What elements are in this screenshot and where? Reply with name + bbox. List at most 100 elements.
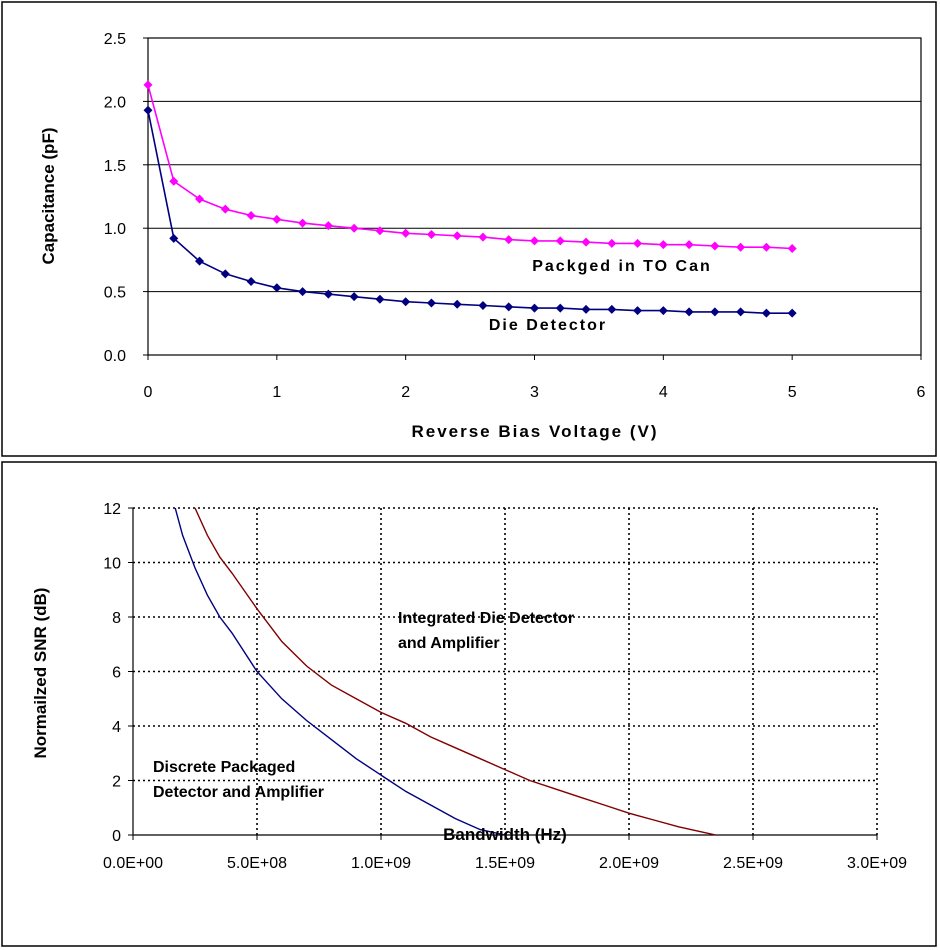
x-tick-label: 5: [788, 384, 797, 401]
data-point: [633, 306, 643, 316]
data-point: [195, 256, 205, 266]
y-tick-label: 1.0: [104, 221, 126, 238]
data-point: [426, 298, 436, 308]
x-tick-label: 6: [917, 384, 926, 401]
y-tick-label: 1.5: [104, 158, 126, 175]
tick-labels: 0 2 4 6 8 10 12 0.0E+00 5.0E+08 1.0E+09 1.5E+09 2.0…: [103, 501, 907, 872]
data-point: [710, 241, 720, 251]
y-tick-label: 4: [112, 719, 121, 736]
data-point: [220, 269, 230, 279]
data-point: [633, 238, 643, 248]
snr-chart: 0 2 4 6 8 10 12 0.0E+00 5.0E+08 1.0E+09 1.5E+09 2.0…: [1, 461, 937, 947]
data-point: [143, 80, 153, 90]
x-tick-label: 3.0E+09: [847, 855, 907, 872]
data-point: [426, 230, 436, 240]
data-point: [504, 235, 514, 245]
capacitance-chart: 0.0 0.5 1.0 1.5 2.0 2.5 0 1 2 3 4 5 6 Reverse Bias V…: [1, 1, 937, 457]
data-point: [246, 276, 256, 286]
data-point: [349, 292, 359, 302]
data-point: [401, 297, 411, 307]
x-tick-label: 5.0E+08: [227, 855, 287, 872]
y-tick-label: 0: [112, 828, 121, 845]
data-point: [143, 105, 153, 115]
data-point: [684, 307, 694, 317]
data-point: [401, 228, 411, 238]
data-point: [710, 307, 720, 317]
data-point: [736, 242, 746, 252]
data-point: [452, 231, 462, 241]
annotation-discrete-line1: Discrete Packaged: [153, 759, 295, 776]
data-point: [220, 204, 230, 214]
data-point: [581, 304, 591, 314]
snr-chart-panel: 0 2 4 6 8 10 12 0.0E+00 5.0E+08 1.0E+09 1.5E+09 2.0…: [0, 460, 940, 950]
data-point: [349, 223, 359, 233]
x-tick-label: 4: [659, 384, 668, 401]
data-point: [787, 243, 797, 253]
data-point: [530, 303, 539, 313]
x-tick-label: 1.0E+09: [351, 855, 411, 872]
data-point: [555, 236, 565, 246]
x-tick-label: 1.5E+09: [475, 855, 535, 872]
y-tick-label: 6: [112, 665, 121, 682]
y-axis-title: Capacitance (pF): [39, 128, 58, 265]
y-tick-label: 2: [112, 774, 121, 791]
data-point: [607, 238, 617, 248]
data-point: [298, 287, 308, 297]
data-point: [504, 302, 514, 312]
data-point: [761, 242, 771, 252]
data-point: [607, 304, 617, 314]
data-point: [272, 214, 282, 224]
data-point: [736, 307, 746, 317]
data-point: [478, 301, 488, 311]
series-label-die: Die Detector: [489, 317, 607, 334]
data-point: [478, 232, 488, 242]
data-point: [658, 240, 668, 250]
data-point: [684, 240, 694, 250]
y-tick-label: 8: [112, 610, 121, 627]
data-point: [272, 283, 282, 293]
data-point: [581, 237, 591, 247]
data-point: [169, 233, 179, 243]
y-axis-title: Normailzed SNR (dB): [31, 588, 50, 759]
y-tick-label: 2.5: [104, 31, 126, 48]
data-point: [323, 289, 333, 299]
x-tick-label: 0.0E+00: [103, 855, 163, 872]
annotation-discrete-line2: Detector and Amplifier: [153, 784, 324, 801]
x-axis-title: Bandwidth (Hz): [443, 825, 567, 844]
y-tick-label: 0.0: [104, 348, 126, 365]
capacitance-chart-panel: 0.0 0.5 1.0 1.5 2.0 2.5 0 1 2 3 4 5 6 Reverse Bias V…: [0, 0, 940, 460]
data-point: [658, 306, 668, 316]
series-group: [143, 80, 797, 318]
data-point: [530, 236, 539, 246]
x-tick-label: 2.5E+09: [723, 855, 783, 872]
chart-frame: [1, 461, 937, 947]
y-tick-label: 0.5: [104, 285, 126, 302]
data-point: [323, 221, 333, 231]
data-point: [555, 303, 565, 313]
y-tick-label: 10: [103, 556, 121, 573]
data-point: [195, 194, 205, 204]
series-group: [174, 507, 716, 836]
series-line-1: [174, 507, 506, 836]
series-label-packaged: Packged in TO Can: [532, 258, 712, 275]
annotation-integrated-line2: and Amplifier: [398, 635, 500, 652]
tick-labels: 0.0 0.5 1.0 1.5 2.0 2.5 0 1 2 3 4 5 6: [104, 31, 926, 401]
data-point: [246, 211, 256, 221]
chart-frame: [1, 1, 937, 457]
x-tick-label: 1: [272, 384, 281, 401]
y-tick-label: 12: [103, 501, 121, 518]
data-point: [298, 218, 308, 228]
y-tick-label: 2.0: [104, 94, 126, 111]
annotation-integrated-line1: Integrated Die Detector: [398, 610, 574, 627]
x-tick-label: 2: [401, 384, 410, 401]
data-point: [761, 308, 771, 318]
x-tick-label: 2.0E+09: [599, 855, 659, 872]
data-point: [787, 308, 797, 318]
data-point: [375, 294, 385, 304]
plot-area: [147, 37, 922, 356]
data-point: [452, 299, 462, 309]
series-line-0: [194, 507, 716, 836]
series-line-1: [147, 110, 793, 315]
data-point: [375, 226, 385, 236]
